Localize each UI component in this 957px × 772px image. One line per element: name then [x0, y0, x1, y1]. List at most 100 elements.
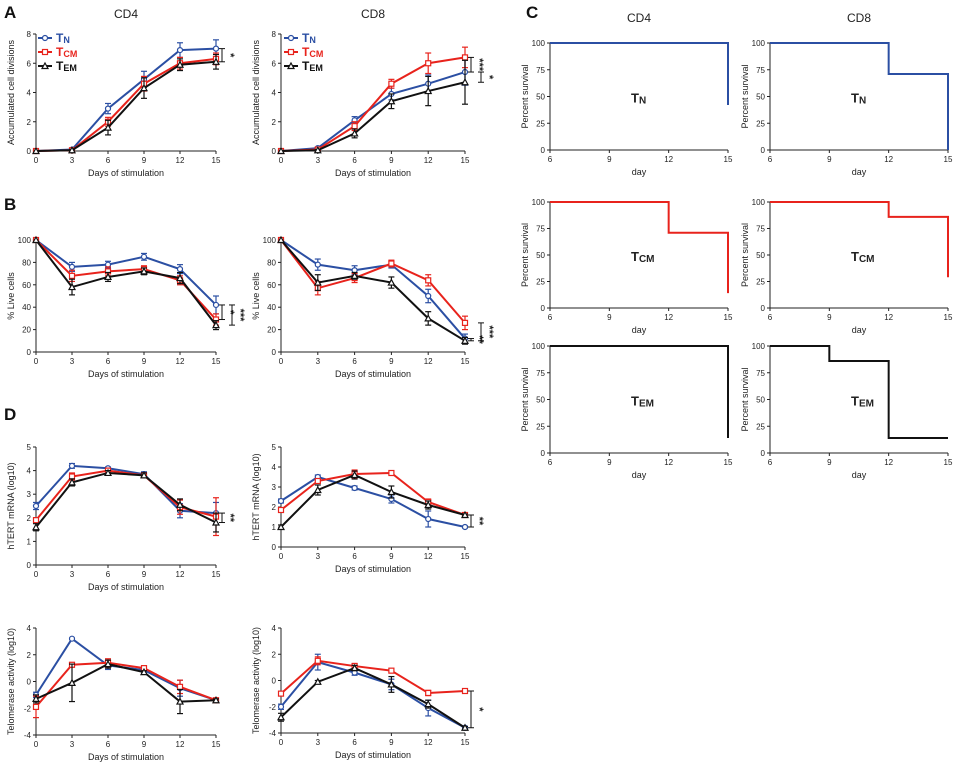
survival-curve-tn	[550, 42, 729, 106]
x-tick-label: 0	[279, 156, 284, 165]
y-tick-label: 0	[272, 348, 277, 357]
x-tick-label: 3	[316, 738, 321, 747]
series-label: TEM	[851, 394, 874, 410]
y-tick-label: 6	[272, 59, 277, 68]
y-tick-label: 0	[541, 449, 546, 458]
x-tick-label: 12	[424, 552, 433, 561]
data-point-tn	[461, 523, 469, 531]
x-tick-label: 6	[352, 552, 357, 561]
x-axis-label: Days of stimulation	[335, 564, 411, 574]
series-label: TCM	[631, 249, 655, 265]
y-tick-label: 75	[756, 66, 765, 75]
series-line-tem	[280, 81, 466, 152]
y-tick-label: 50	[536, 93, 545, 102]
data-point-tem	[424, 86, 433, 95]
chart-b2: 0 3 6 9 12 15 0 20 40 60 80 100 Days of stimulation%…	[251, 235, 495, 379]
series-line-tn	[280, 71, 466, 152]
data-point-tn	[314, 261, 321, 268]
data-point-tem	[211, 320, 221, 329]
x-tick-label: 6	[106, 740, 111, 749]
legend-marker	[286, 61, 296, 70]
x-tick-label: 9	[389, 357, 394, 366]
significance-star: ***	[483, 325, 495, 339]
series-label-main: T	[631, 394, 639, 409]
chart-b1: 0 3 6 9 12 15 0 20 40 60 80 100 Days of stimulation%…	[6, 235, 246, 379]
legend-label-sub: CM	[309, 49, 323, 59]
x-tick-label: 6	[768, 458, 773, 467]
y-tick-label: 4	[272, 624, 277, 633]
x-tick-label: 15	[212, 357, 221, 366]
data-point-tem	[175, 500, 185, 508]
x-tick-label: 6	[548, 313, 553, 322]
legend-marker	[41, 48, 49, 56]
data-point-tem	[175, 273, 185, 282]
x-tick-label: 9	[607, 155, 612, 164]
series-line-tem	[35, 471, 217, 528]
x-tick-label: 15	[724, 155, 733, 164]
legend-marker	[40, 61, 50, 70]
data-point-tem	[424, 699, 433, 708]
data-point-tem	[67, 478, 77, 486]
y-tick-label: 0	[27, 348, 32, 357]
y-tick-label: 60	[267, 281, 276, 290]
y-tick-label: 25	[536, 119, 545, 128]
x-tick-label: 12	[176, 156, 185, 165]
x-tick-label: 9	[607, 313, 612, 322]
y-tick-label: 100	[263, 236, 277, 245]
x-tick-label: 12	[664, 458, 673, 467]
x-tick-label: 9	[827, 458, 832, 467]
x-tick-label: 12	[424, 738, 433, 747]
data-point-tem	[460, 510, 470, 519]
data-point-tem	[31, 694, 41, 702]
data-point-tem	[139, 667, 149, 676]
x-tick-label: 12	[664, 313, 673, 322]
data-point-tcm	[425, 689, 432, 697]
y-axis-label: Percent survival	[520, 223, 530, 287]
y-axis-label: Telomerase activity (log10)	[251, 627, 261, 734]
series-line-tem	[280, 473, 466, 528]
data-point-tem	[31, 235, 41, 244]
data-point-tcm	[388, 469, 395, 477]
data-point-tem	[350, 271, 359, 279]
x-tick-label: 0	[279, 552, 284, 561]
data-point-tem	[211, 518, 221, 526]
y-axis-label: Telomerase activity (log10)	[6, 628, 16, 735]
x-axis-label: day	[632, 470, 647, 480]
y-tick-label: 20	[267, 326, 276, 335]
x-tick-label: 6	[548, 155, 553, 164]
significance-star: *	[224, 310, 236, 315]
chart-d3: 0 3 6 9 12 15 -4 -2 0 2 4 Days of stimulation Telome…	[6, 624, 221, 762]
x-tick-label: 6	[768, 155, 773, 164]
x-tick-label: 6	[352, 738, 357, 747]
chart-title: CD4	[114, 7, 138, 21]
x-tick-label: 3	[70, 357, 75, 366]
series-line-tn	[280, 660, 466, 729]
y-tick-label: 100	[18, 236, 32, 245]
x-tick-label: 15	[212, 156, 221, 165]
legend-label: TEM	[302, 59, 323, 73]
data-point-tcm	[68, 272, 76, 279]
data-point-tn	[351, 484, 358, 492]
y-tick-label: 100	[752, 198, 766, 207]
x-tick-label: 0	[279, 357, 284, 366]
legend-label-main: T	[56, 59, 64, 73]
y-tick-label: 4	[272, 463, 277, 472]
data-point-tn	[176, 266, 184, 273]
y-tick-label: 0	[27, 561, 32, 570]
y-tick-label: 5	[272, 443, 277, 452]
data-point-tem	[313, 485, 322, 494]
series-label-sub: N	[639, 96, 646, 107]
y-axis-label: Percent survival	[520, 367, 530, 431]
y-tick-label: 75	[756, 369, 765, 378]
y-tick-label: 75	[536, 369, 545, 378]
data-point-tem	[387, 487, 396, 496]
x-tick-label: 15	[461, 552, 470, 561]
y-tick-label: 40	[22, 303, 31, 312]
x-tick-label: 0	[34, 357, 39, 366]
data-point-tem	[276, 712, 286, 721]
x-tick-label: 9	[142, 357, 147, 366]
legend-label-main: T	[302, 31, 310, 45]
